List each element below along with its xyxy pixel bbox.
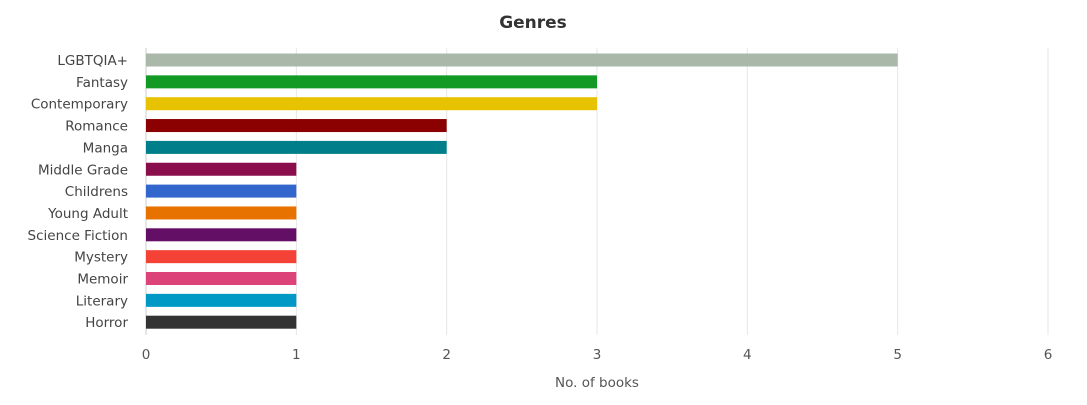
chart-title: Genres [499,13,567,33]
category-label: Horror [85,315,128,331]
bar-science-fiction[interactable] [146,228,297,242]
x-tick-label: 3 [593,347,602,363]
category-label: Memoir [77,272,128,288]
x-tick-label: 0 [142,347,151,363]
category-label: Contemporary [31,97,128,113]
x-tick-label: 6 [1044,347,1053,363]
gridlines [145,48,1049,335]
bar-horror[interactable] [146,315,297,329]
category-label: Mystery [74,250,128,266]
x-tick-label: 1 [292,347,301,363]
bar-manga[interactable] [146,140,447,154]
x-tick-label: 2 [442,347,451,363]
bar-fantasy[interactable] [146,75,597,89]
bar-young-adult[interactable] [146,206,297,220]
bar-lgbtqia-[interactable] [146,53,898,67]
category-label: LGBTQIA+ [57,53,128,69]
category-label: Childrens [65,184,128,200]
x-tick-label: 5 [893,347,902,363]
category-label: Romance [65,119,128,135]
category-label: Science Fiction [28,228,128,244]
bars [146,53,898,329]
category-label: Fantasy [76,75,128,91]
category-label: Middle Grade [38,162,128,178]
bar-literary[interactable] [146,293,297,307]
category-label: Manga [83,140,128,156]
bar-memoir[interactable] [146,272,297,285]
bar-contemporary[interactable] [146,97,597,111]
x-axis-label: No. of books [555,375,639,391]
x-tick-label: 4 [743,347,752,363]
bar-romance[interactable] [146,119,447,133]
category-labels: LGBTQIA+ Fantasy Contemporary Romance Manga M… [28,53,129,331]
x-tick-labels: 0 1 2 3 4 5 6 [142,347,1053,363]
bar-middle-grade[interactable] [146,162,297,176]
category-label: Literary [76,293,128,309]
category-label: Young Adult [47,206,128,222]
bar-childrens[interactable] [146,184,297,198]
bar-mystery[interactable] [146,250,297,264]
